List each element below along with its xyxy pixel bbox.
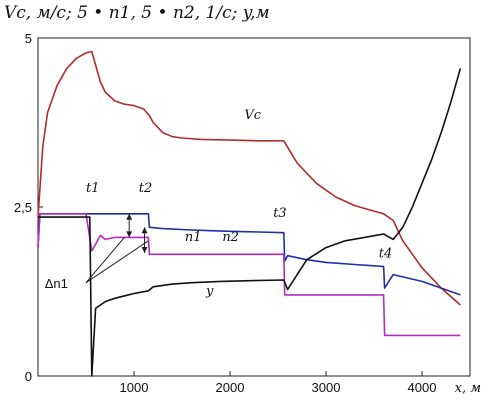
y-tick-label: 0 — [25, 369, 32, 384]
axes: 0 2,5 5 1000 2000 3000 4000 x, м — [14, 31, 481, 396]
series-line-y — [38, 68, 462, 377]
leader-line — [85, 240, 149, 284]
annotation-label: t4 — [379, 247, 393, 262]
series-line-Vc — [37, 50, 461, 306]
y-tick-label: 5 — [25, 31, 32, 46]
x-tick-label: 2000 — [216, 380, 245, 395]
arrow-head — [126, 213, 133, 220]
annotation-label: n1 — [185, 230, 202, 245]
chart-title: Vc, м/с; 5 • n1, 5 • n2, 1/с; y,м — [4, 3, 270, 23]
annotation-label: y — [205, 284, 214, 299]
arrow-head — [126, 231, 133, 238]
y-tick-label: 2,5 — [14, 200, 32, 215]
series-line-n1 — [37, 213, 461, 296]
arrow-head — [141, 227, 148, 234]
series-line-n2 — [37, 213, 461, 337]
x-tick-label: 3000 — [312, 380, 341, 395]
leader-line — [85, 237, 125, 284]
annotation-label: t1 — [86, 181, 100, 196]
annotation-label: t2 — [139, 181, 153, 196]
annotation-label: n2 — [222, 230, 239, 245]
annotations: Vc t1 t2 t3 t4 n1 n2 y Δn1 — [45, 108, 393, 299]
series-group — [37, 50, 462, 377]
x-tick-label: 1000 — [120, 380, 149, 395]
x-tick-label: 4000 — [408, 380, 437, 395]
annotation-label: Vc — [244, 108, 261, 123]
arrow-head — [141, 246, 148, 253]
annotation-label: Δn1 — [45, 276, 68, 291]
x-axis-label: x, м — [455, 381, 481, 396]
annotation-label: t3 — [273, 206, 287, 221]
